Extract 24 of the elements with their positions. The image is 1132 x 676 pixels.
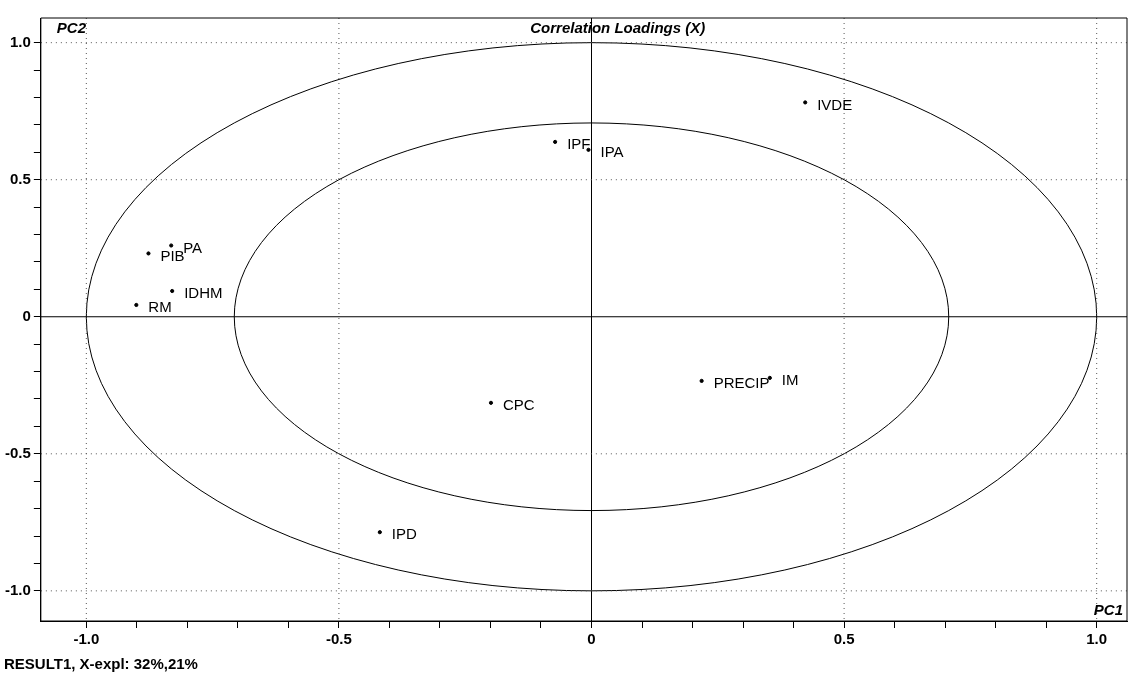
y-tick-label: 0.5 [9,169,31,187]
annotation: RM [148,298,172,316]
annotation: PA [183,238,203,256]
x-tick-label: 1.0 [1086,630,1108,648]
annotation: CPC [502,395,535,413]
annotation: IDHM [184,284,223,302]
x-tick-label: -0.5 [325,630,352,648]
annotation: IPD [391,525,417,543]
x-tick-label: -1.0 [73,630,100,648]
x-tick-label: 0 [587,630,596,648]
annotation: PIB [160,246,185,264]
y-axis-title: PC2 [56,18,87,36]
annotation: IM [781,371,799,389]
x-axis-title: PC1 [1093,600,1123,618]
annotation: PRECIP [713,374,770,392]
y-tick-label: 1.0 [9,32,31,50]
y-tick-label: -1.0 [4,580,31,598]
y-tick-label: 0 [22,306,31,324]
x-tick-label: 0.5 [833,630,855,648]
annotation: IVDE [817,95,853,113]
annotation: IPF [567,135,591,153]
text: RESULT1, X-expl: 32%,21% [4,655,198,672]
annotation: IPA [600,142,624,160]
y-tick-label: -0.5 [4,443,31,461]
